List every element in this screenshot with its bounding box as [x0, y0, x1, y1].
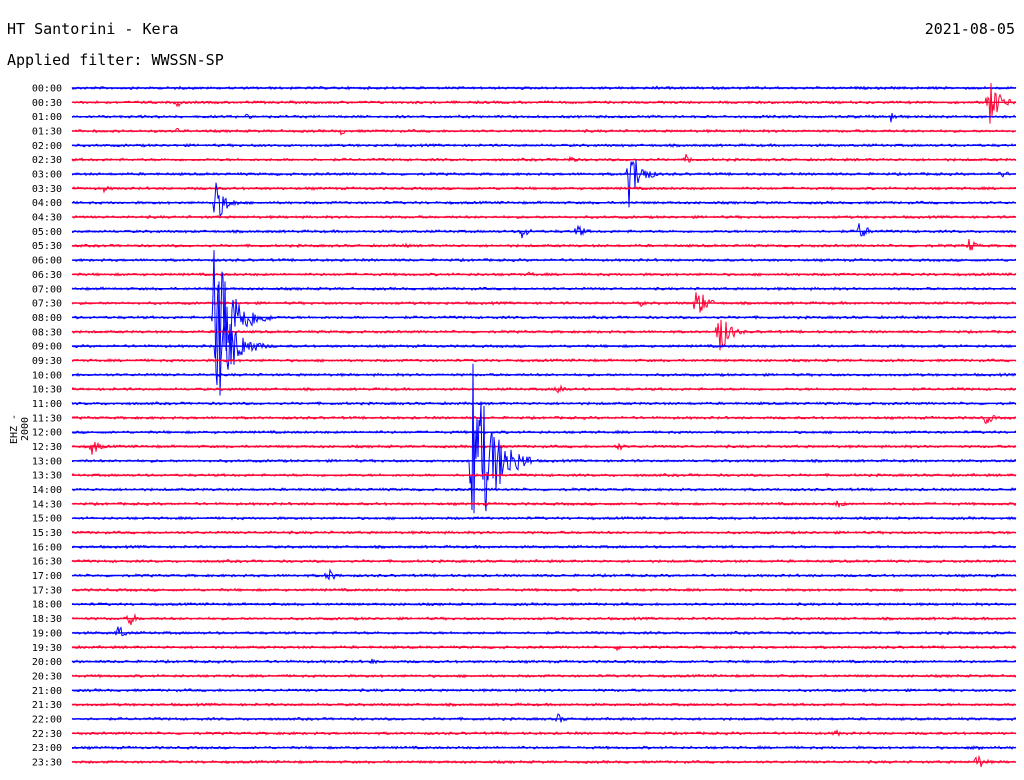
row-time-label: 15:30	[32, 528, 62, 539]
row-time-label: 14:30	[32, 499, 62, 510]
trace-line	[71, 644, 1017, 652]
row-time-label: 21:30	[32, 700, 62, 711]
row-time-label: 18:00	[32, 600, 62, 611]
station-title: HT Santorini - Kera	[7, 20, 179, 38]
row-time-label: 14:00	[32, 485, 62, 496]
row-time-label: 03:00	[32, 170, 62, 181]
date-label: 2021-08-05	[924, 20, 1015, 38]
row-time-label: 22:30	[32, 729, 62, 740]
row-time-label: 23:00	[32, 743, 62, 754]
trace-line	[71, 415, 1017, 425]
filter-label: Applied filter: WWSSN-SP	[7, 51, 224, 69]
row-time-label: 01:30	[32, 127, 62, 138]
row-time-label: 09:00	[32, 342, 62, 353]
row-time-label: 06:30	[32, 270, 62, 281]
row-time-label: 17:30	[32, 585, 62, 596]
row-time-label: 11:30	[32, 413, 62, 424]
trace-line	[71, 713, 1017, 723]
row-time-label: 17:00	[32, 571, 62, 582]
trace-line	[71, 185, 1017, 194]
trace-line	[71, 284, 1017, 396]
row-time-label: 18:30	[32, 614, 62, 625]
trace-line	[71, 113, 1017, 123]
row-time-label: 02:30	[32, 155, 62, 166]
row-time-label: 10:00	[32, 370, 62, 381]
row-time-label: 21:00	[32, 686, 62, 697]
trace-line	[71, 613, 1017, 626]
trace-group	[71, 83, 1017, 768]
row-label-group: 00:00 00:30 01:00 01:30 02:00 02:30 03:00 03:30…	[32, 84, 62, 769]
row-time-label: 09:30	[32, 356, 62, 367]
trace-line	[72, 568, 1017, 581]
row-time-label: 07:00	[32, 284, 62, 295]
trace-line	[71, 626, 1017, 637]
row-time-label: 05:30	[32, 241, 62, 252]
row-time-label: 08:00	[32, 313, 62, 324]
trace-line	[71, 441, 1017, 455]
row-time-label: 04:30	[32, 213, 62, 224]
row-time-label: 19:00	[32, 628, 62, 639]
row-time-label: 15:00	[32, 514, 62, 525]
row-time-label: 01:00	[32, 112, 62, 123]
row-time-label: 22:00	[32, 714, 62, 725]
row-time-label: 12:30	[32, 442, 62, 453]
row-time-label: 07:30	[32, 299, 62, 310]
row-time-label: 00:00	[32, 84, 62, 95]
row-time-label: 12:00	[32, 428, 62, 439]
trace-line	[71, 153, 1017, 163]
channel-label: EHZ - 2000	[9, 413, 31, 445]
row-time-label: 04:00	[32, 198, 62, 209]
row-time-label: 02:00	[32, 141, 62, 152]
row-time-label: 20:30	[32, 671, 62, 682]
row-time-label: 03:30	[32, 184, 62, 195]
row-time-label: 06:00	[32, 256, 62, 267]
row-time-label: 23:30	[32, 757, 62, 768]
trace-line	[71, 239, 1017, 251]
row-time-label: 19:30	[32, 643, 62, 654]
row-time-label: 11:00	[32, 399, 62, 410]
row-time-label: 08:30	[32, 327, 62, 338]
row-time-label: 00:30	[32, 98, 62, 109]
trace-line	[71, 159, 1017, 208]
row-time-label: 16:30	[32, 557, 62, 568]
row-time-label: 13:00	[32, 456, 62, 467]
row-time-label: 13:30	[32, 471, 62, 482]
row-time-label: 05:00	[32, 227, 62, 238]
row-time-label: 20:00	[32, 657, 62, 668]
row-time-label: 10:30	[32, 385, 62, 396]
row-time-label: 16:00	[32, 542, 62, 553]
